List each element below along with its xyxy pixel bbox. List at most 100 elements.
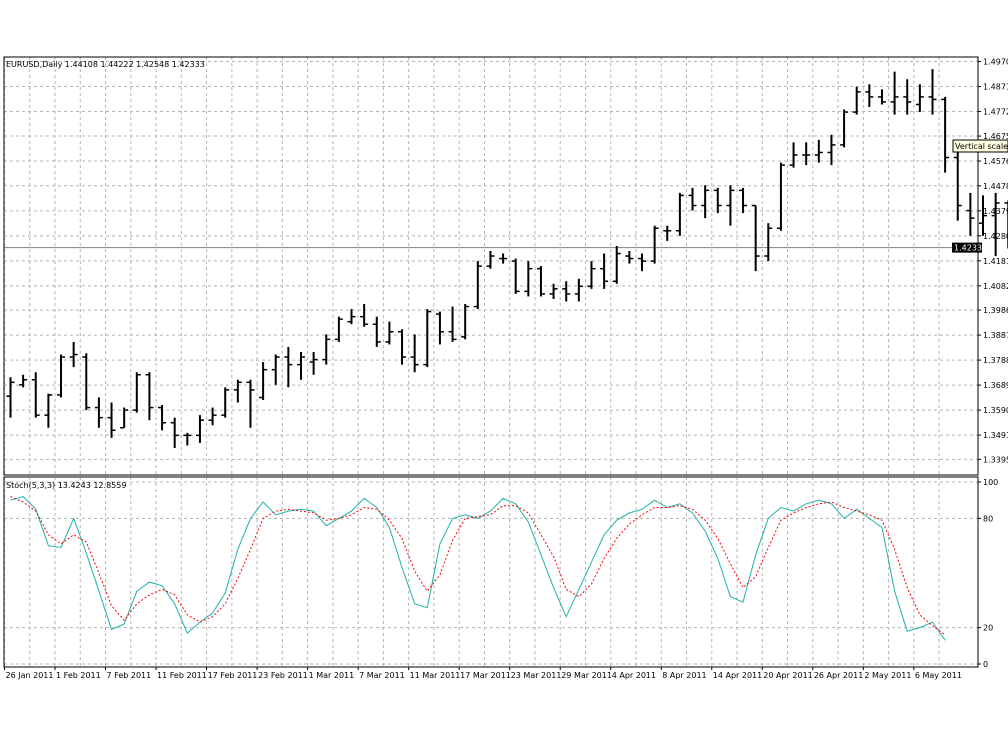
y-tick-label: 1.37880 [983, 356, 1008, 365]
ohlc-bar [574, 278, 583, 302]
y-tick-label: 1.36890 [983, 381, 1008, 390]
ohlc-bar [271, 354, 280, 385]
x-tick-label: 11 Feb 2011 [157, 671, 207, 680]
main-panel-frame [3, 56, 979, 476]
ohlc-bar [170, 417, 179, 448]
ohlc-bar [726, 185, 735, 226]
y-tick-label: 1.38870 [983, 331, 1008, 340]
ohlc-bar [423, 309, 432, 368]
ohlc-bar [776, 162, 785, 231]
ohlc-bar [6, 377, 15, 418]
panel-frames [3, 56, 979, 668]
x-tick-label: 6 May 2011 [915, 671, 962, 680]
y-tick-label: 1.49700 [983, 58, 1008, 67]
ohlc-bar [549, 283, 558, 299]
vertical-scale-tooltip: Vertical scale [952, 139, 1008, 153]
ohlc-bar [511, 258, 520, 294]
ohlc-bar [69, 341, 78, 368]
time-axis[interactable]: 26 Jan 2011 1 Feb 2011 7 Feb 2011 11 Feb 20… [4, 667, 962, 680]
ohlc-bar [928, 69, 937, 115]
y-tick-label: 1.48710 [983, 83, 1008, 92]
y-tick-label: 1.34910 [983, 431, 1008, 440]
ohlc-bar [877, 89, 886, 105]
ohlc-bar [398, 329, 407, 365]
x-tick-label: 4 Apr 2011 [612, 671, 656, 680]
stochastic-axis[interactable]: 100 80 20 0 [978, 478, 998, 669]
indicator-header: Stoch(5,3,3) 13.4243 12.8559 [6, 481, 126, 490]
x-tick-label: 23 Mar 2011 [511, 671, 562, 680]
ohlc-bar [246, 379, 255, 428]
x-tick-label: 1 Mar 2011 [309, 671, 355, 680]
ohlc-bar [941, 96, 950, 173]
ohlc-bar [385, 321, 394, 345]
ohlc-bar [890, 71, 899, 115]
ohlc-bar [473, 261, 482, 310]
ohlc-bar [802, 142, 811, 166]
ohlc-bar [751, 204, 760, 272]
ohlc-bar [903, 79, 912, 115]
ohlc-bar [145, 372, 154, 421]
ohlc-bar [322, 334, 331, 365]
ohlc-bar [360, 304, 369, 327]
ohlc-bar [915, 84, 924, 113]
y-tick-label: 1.47720 [983, 108, 1008, 117]
ohlc-bar [562, 281, 571, 302]
price-axis[interactable]: 1.49700 1.48710 1.47720 1.46750 1.45760 1.447… [978, 58, 1008, 465]
svg-text:1.42333: 1.42333 [954, 244, 987, 253]
ohlc-bar [461, 304, 470, 340]
ohlc-bar [19, 374, 28, 388]
ohlc-bar [259, 362, 268, 400]
ohlc-bar [536, 266, 545, 297]
symbol-header: EURUSD,Daily 1.44108 1.44222 1.42548 1.4… [6, 60, 205, 69]
ohlc-bar [347, 309, 356, 325]
ohlc-bar [638, 253, 646, 272]
stoch-tick-label: 20 [983, 624, 993, 633]
stochastic-lines [10, 496, 946, 641]
ohlc-bar [840, 109, 849, 148]
ohlc-bar [334, 316, 343, 342]
ohlc-bar [713, 187, 722, 214]
x-tick-label: 20 Apr 2011 [763, 671, 812, 680]
ohlc-bar [789, 142, 798, 168]
stoch-tick-label: 0 [983, 660, 988, 669]
ohlc-bar [486, 250, 495, 269]
ohlc-bar [284, 346, 293, 388]
x-tick-label: 23 Feb 2011 [258, 671, 308, 680]
ohlc-bar [233, 379, 242, 403]
ohlc-bar [31, 372, 40, 418]
y-tick-label: 1.41810 [983, 257, 1008, 266]
ohlc-bar [953, 144, 962, 221]
ohlc-bar [587, 261, 596, 289]
ohlc-bar [82, 353, 91, 411]
x-tick-label: 7 Mar 2011 [359, 671, 405, 680]
ohlc-bar [612, 245, 621, 284]
ohlc-bar [966, 192, 975, 236]
x-tick-label: 14 Apr 2011 [713, 671, 762, 680]
ohlc-bar [158, 405, 167, 431]
ohlc-bar [524, 261, 533, 297]
x-tick-label: 11 Mar 2011 [410, 671, 461, 680]
current-price-label: 1.42333 [952, 242, 987, 253]
ohlc-bar [865, 84, 874, 108]
y-tick-label: 1.46750 [983, 132, 1008, 141]
x-tick-label: 26 Apr 2011 [814, 671, 863, 680]
ohlc-bar [991, 192, 1000, 257]
ohlc-bar [57, 354, 66, 398]
ohlc-bar [675, 192, 684, 236]
ohlc-bar [979, 195, 988, 236]
ohlc-bar [410, 334, 419, 373]
ohlc-bar [195, 415, 204, 443]
ohlc-bar [372, 316, 381, 347]
x-tick-label: 26 Jan 2011 [6, 671, 54, 680]
ohlc-bar [499, 253, 508, 264]
ohlc-bar [94, 397, 103, 428]
series-d-line [10, 496, 946, 636]
y-tick-label: 1.43790 [983, 207, 1008, 216]
ohlc-bar [221, 387, 230, 418]
svg-text:Vertical scale: Vertical scale [955, 142, 1008, 151]
x-tick-label: 1 Feb 2011 [56, 671, 101, 680]
ohlc-bar [44, 393, 53, 428]
ohlc-bar [600, 253, 609, 289]
y-tick-label: 1.42800 [983, 232, 1008, 241]
